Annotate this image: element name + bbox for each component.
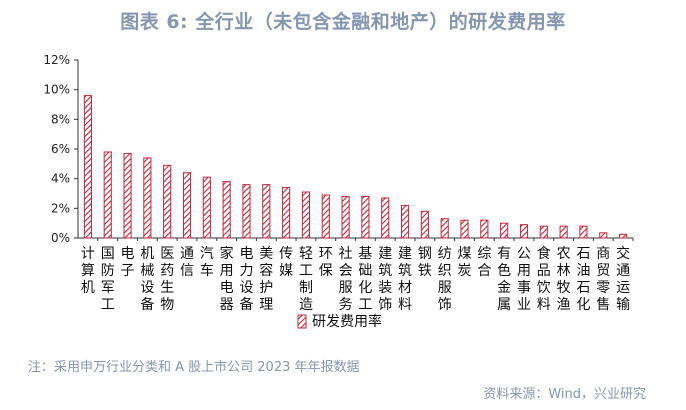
- bar: [400, 204, 410, 239]
- x-tick-label: 纺织服饰: [438, 246, 452, 313]
- x-tick-label: 农林牧渔: [557, 246, 571, 313]
- bars: [83, 95, 628, 239]
- bar: [83, 95, 92, 239]
- bar: [500, 222, 509, 239]
- bar: [539, 225, 548, 239]
- y-tick-label: 8%: [51, 112, 70, 126]
- bar: [559, 225, 568, 239]
- x-tick-label: 食品饮料: [537, 245, 551, 313]
- x-tick-label: 有色金属: [497, 246, 511, 313]
- bar: [301, 191, 311, 239]
- x-tick-label: 社会服务: [339, 246, 353, 313]
- bar: [361, 195, 370, 239]
- x-tick-label: 家用电器: [220, 245, 234, 313]
- x-tick-label: 电子: [121, 246, 135, 279]
- x-tick-label: 医药生物: [160, 246, 174, 313]
- bar: [341, 195, 350, 239]
- x-tick-label: 计算机: [81, 246, 95, 296]
- x-tick-label: 商贸零售: [596, 246, 610, 313]
- bar: [222, 181, 231, 239]
- x-tick-labels: 计算机国防军工电子机械设备医药生物通信汽车家用电器电力设备美容护理传媒轻工制造环…: [81, 245, 630, 313]
- x-tick-label: 交通运输: [616, 245, 630, 313]
- y-tick-labels: 0% 2% 4% 6% 8% 10% 12%: [43, 53, 70, 245]
- x-tick-label: 电力设备: [239, 246, 253, 313]
- legend-label: 研发费用率: [312, 313, 382, 330]
- bar: [440, 218, 449, 239]
- x-tick-label: 汽车: [200, 246, 214, 279]
- x-tick-label: 公用事业: [517, 246, 531, 313]
- y-tick-label: 0%: [51, 231, 70, 245]
- bar: [599, 232, 608, 239]
- y-tick-label: 2%: [51, 201, 70, 215]
- x-tick-label: 基础化工: [358, 245, 372, 313]
- x-tick-label: 通信: [180, 246, 194, 279]
- bar: [182, 172, 192, 239]
- x-tick-label: 环保: [319, 246, 333, 279]
- bar: [480, 219, 489, 239]
- bar: [202, 176, 211, 239]
- bar: [420, 210, 429, 239]
- x-tick-label: 传媒: [279, 246, 293, 279]
- chart-title: 图表 6: 全行业（未包含金融和地产）的研发费用率: [120, 11, 566, 33]
- x-tick-label: 建筑材料: [398, 246, 412, 313]
- bar: [103, 151, 112, 239]
- axes: [74, 59, 634, 241]
- bar: [460, 219, 469, 239]
- x-tick-label: 建筑装饰: [378, 246, 392, 313]
- bar: [143, 157, 152, 239]
- y-tick-label: 10%: [43, 83, 70, 97]
- y-tick-label: 4%: [51, 172, 70, 186]
- footnote: 注：采用申万行业分类和 A 股上市公司 2023 年年报数据: [28, 360, 360, 375]
- bar: [262, 184, 271, 239]
- legend: 研发费用率: [297, 313, 382, 330]
- bar: [163, 164, 172, 239]
- bar: [321, 194, 330, 239]
- y-tick-label: 12%: [43, 53, 70, 67]
- bar: [579, 225, 588, 239]
- x-tick-label: 综合: [477, 246, 491, 279]
- y-tick-label: 6%: [51, 142, 70, 156]
- source-note: 资料来源：Wind，兴业研究: [483, 387, 646, 402]
- x-tick-label: 美容护理: [259, 246, 273, 313]
- x-tick-label: 石油石化: [576, 246, 590, 313]
- x-tick-label: 机械设备: [140, 246, 154, 313]
- bar: [519, 224, 529, 239]
- x-tick-label: 轻工制造: [299, 246, 313, 313]
- legend-swatch: [297, 314, 307, 329]
- x-tick-label: 煤炭: [458, 246, 472, 279]
- bar: [242, 184, 251, 239]
- bar: [619, 233, 628, 239]
- bar: [381, 197, 390, 239]
- x-tick-label: 国防军工: [101, 246, 115, 313]
- x-tick-label: 钢铁: [418, 246, 432, 279]
- bar: [282, 187, 291, 239]
- bar: [123, 152, 132, 239]
